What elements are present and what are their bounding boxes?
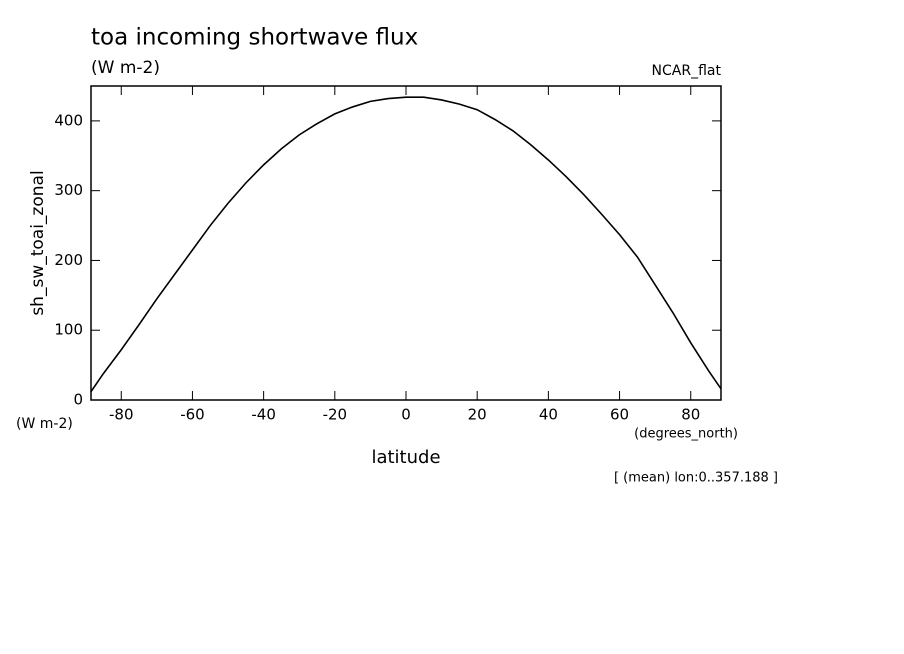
- y-tick-label: 300: [54, 181, 83, 199]
- x-tick-label: 80: [681, 406, 700, 424]
- x-tick-label: -40: [251, 406, 276, 424]
- chart-subtitle: (W m-2): [91, 58, 160, 78]
- x-units: (degrees_north): [634, 427, 738, 442]
- x-tick-label: -80: [109, 406, 134, 424]
- x-tick-label: 60: [610, 406, 629, 424]
- y-units: (W m-2): [16, 416, 73, 432]
- x-tick-label: 0: [401, 406, 411, 424]
- x-axis-label: latitude: [371, 447, 440, 468]
- y-tick-label: 200: [54, 251, 83, 269]
- x-tick-label: -60: [180, 406, 205, 424]
- y-tick-label: 400: [54, 111, 83, 129]
- y-tick-label: 0: [73, 391, 83, 409]
- x-tick-label: 20: [468, 406, 487, 424]
- chart-title: toa incoming shortwave flux: [91, 25, 418, 51]
- dataset-label: NCAR_flat: [652, 63, 722, 79]
- annotation: [ (mean) lon:0..357.188 ]: [614, 471, 778, 486]
- y-tick-label: 100: [54, 321, 83, 339]
- data-line: [90, 96, 722, 393]
- y-axis-label: sh_sw_toai_zonal: [28, 170, 48, 315]
- x-tick-label: -20: [323, 406, 348, 424]
- x-tick-label: 40: [539, 406, 558, 424]
